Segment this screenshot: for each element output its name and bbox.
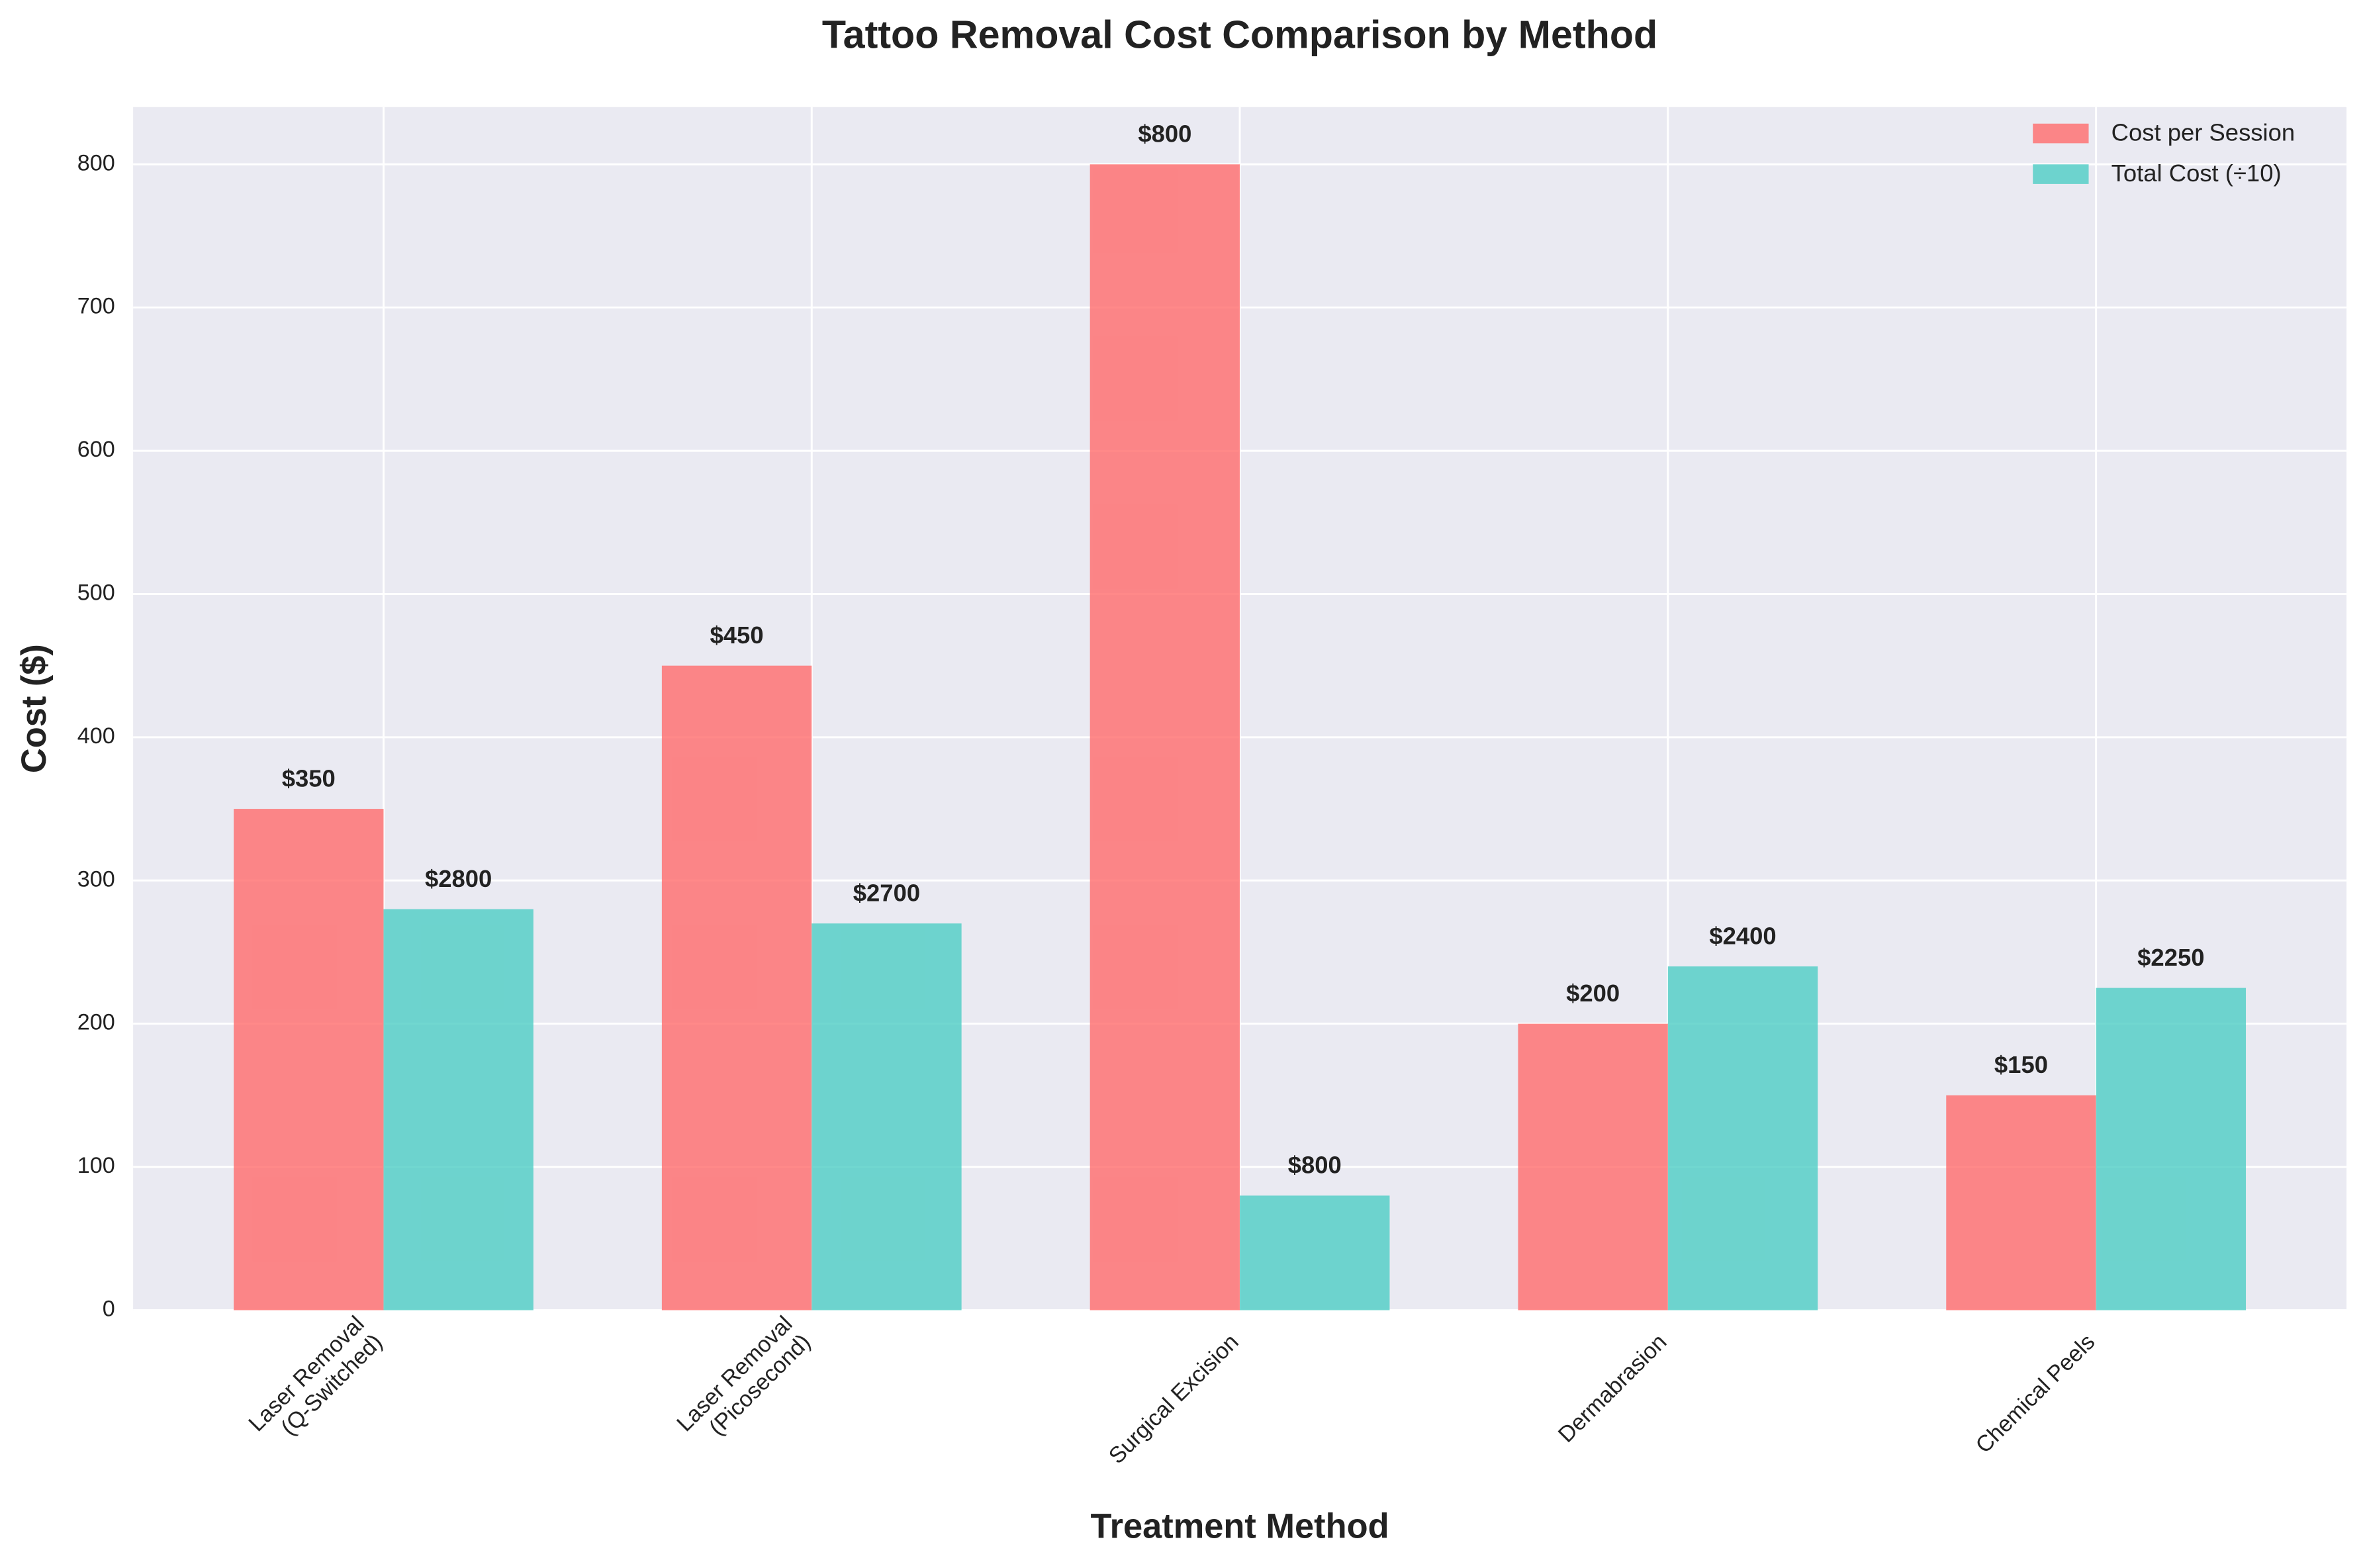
y-tick-label: 600: [77, 437, 115, 462]
y-tick-label: 700: [77, 294, 115, 319]
x-axis-label: Treatment Method: [1091, 1508, 1389, 1546]
value-label: $800: [1288, 1152, 1342, 1179]
bar: [1667, 966, 1818, 1311]
bar: [383, 909, 533, 1311]
legend-label: Cost per Session: [2111, 118, 2295, 146]
x-tick-label: Chemical Peels: [1971, 1329, 2100, 1458]
value-label: $2400: [1709, 922, 1776, 949]
legend-label: Total Cost (÷10): [2111, 160, 2282, 187]
x-tick-label: Surgical Excision: [1104, 1329, 1244, 1469]
x-tick-label: Laser Removal(Picosecond): [672, 1311, 815, 1455]
bar: [234, 809, 384, 1311]
value-label: $2800: [425, 865, 492, 892]
x-tick-label-line: Chemical Peels: [1971, 1329, 2100, 1458]
x-tick-label: Dermabrasion: [1553, 1329, 1672, 1448]
y-tick-label: 400: [77, 723, 115, 749]
value-label: $2250: [2137, 944, 2204, 971]
y-tick-label: 800: [77, 150, 115, 175]
value-label: $150: [1994, 1051, 2048, 1078]
value-label: $200: [1566, 980, 1620, 1007]
value-label: $450: [710, 622, 764, 649]
bar: [1240, 1195, 1390, 1311]
x-tick-label-line: Dermabrasion: [1553, 1329, 1672, 1448]
legend-swatch: [2033, 123, 2089, 144]
value-label: $800: [1138, 120, 1191, 148]
y-tick-label: 0: [103, 1297, 115, 1322]
bar: [1090, 164, 1240, 1311]
chart-title: Tattoo Removal Cost Comparison by Method: [822, 13, 1657, 57]
value-label: $2700: [853, 880, 920, 907]
y-axis-label: Cost ($): [15, 644, 54, 773]
bar: [661, 665, 812, 1311]
bar: [1946, 1095, 2096, 1311]
bar: [812, 923, 962, 1311]
y-tick-label: 300: [77, 866, 115, 892]
x-tick-label-line: Surgical Excision: [1104, 1329, 1244, 1469]
y-tick-label: 100: [77, 1153, 115, 1178]
legend-swatch: [2033, 164, 2089, 184]
x-tick-label: Laser Removal(Q-Switched): [244, 1311, 387, 1455]
y-tick-label: 500: [77, 580, 115, 606]
y-tick-label: 200: [77, 1010, 115, 1035]
bar: [2096, 988, 2247, 1311]
value-label: $350: [282, 764, 336, 792]
bar: [1518, 1023, 1668, 1311]
